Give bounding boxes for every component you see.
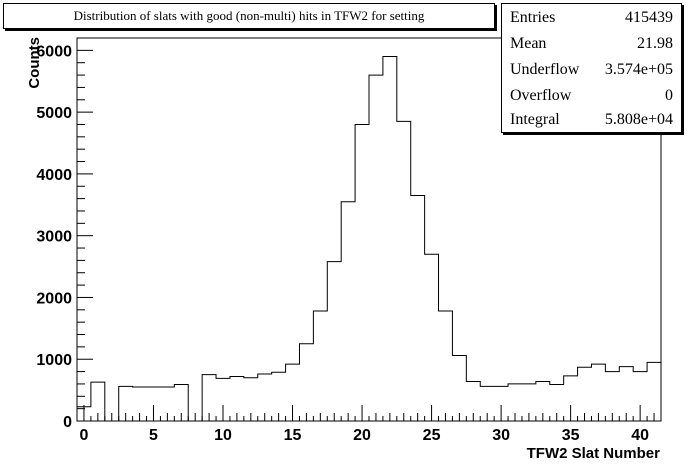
x-tick-label: 10 [214,427,232,444]
stat-value: 415439 [625,9,673,26]
stat-row-overflow: Overflow 0 [510,83,673,109]
stat-label: Integral [510,111,560,128]
histogram-bin [411,196,425,421]
x-tick-label: 25 [423,427,441,444]
histogram-bin [619,367,633,421]
chart-title: Distribution of slats with good (non-mul… [3,3,495,29]
y-axis-title: Counts [26,37,43,89]
x-tick-label: 35 [562,427,580,444]
histogram-bin [425,254,439,421]
y-tick-label: 4000 [36,167,72,184]
x-axis-title: TFW2 Slat Number [527,445,661,462]
histogram-bars [76,56,662,422]
stats-box: Entries 415439 Mean 21.98 Underflow 3.57… [501,3,682,133]
x-tick-label: 5 [149,427,158,444]
histogram-bin [383,57,397,421]
histogram-bin [299,344,313,421]
y-tick-label: 6000 [36,43,72,60]
stat-label: Overflow [510,87,572,104]
y-tick-label: 2000 [36,290,72,307]
x-tick-label: 40 [631,427,649,444]
stat-value: 3.574e+05 [604,61,673,78]
histogram-bin [439,311,453,421]
tick-labels: 0 5 10 15 20 25 30 35 40 0 1000 2000 3000 4000 5000 600… [36,43,649,444]
histogram-bin [369,75,383,421]
y-tick-label: 3000 [36,229,72,246]
y-tick-label: 1000 [36,352,72,369]
stat-label: Entries [510,9,556,26]
stat-row-entries: Entries 415439 [510,5,673,31]
histogram-bin [327,262,341,421]
histogram-outline [76,56,662,422]
stat-row-underflow: Underflow 3.574e+05 [510,57,673,83]
stat-label: Mean [510,35,547,52]
stat-value: 5.808e+04 [604,111,673,128]
x-tick-label: 0 [79,427,88,444]
histogram-bin [355,124,369,421]
histogram-bin [591,364,605,421]
histogram-bin [452,356,466,421]
axis-ticks [77,37,655,422]
stat-label: Underflow [510,61,580,78]
y-tick-label: 0 [63,414,72,431]
stat-row-mean: Mean 21.98 [510,31,673,57]
x-tick-label: 15 [284,427,302,444]
stat-value: 21.98 [637,35,673,52]
histogram-bin [397,121,411,421]
chart-title-text: Distribution of slats with good (non-mul… [73,8,425,23]
histogram-bin [578,367,592,421]
histogram-bin [313,311,327,421]
histogram-bin [647,362,661,421]
stat-value: 0 [665,87,673,104]
y-tick-label: 5000 [36,105,72,122]
x-tick-label: 20 [353,427,371,444]
histogram-bin [341,202,355,421]
x-tick-label: 30 [492,427,510,444]
stat-row-integral: Integral 5.808e+04 [510,107,673,133]
